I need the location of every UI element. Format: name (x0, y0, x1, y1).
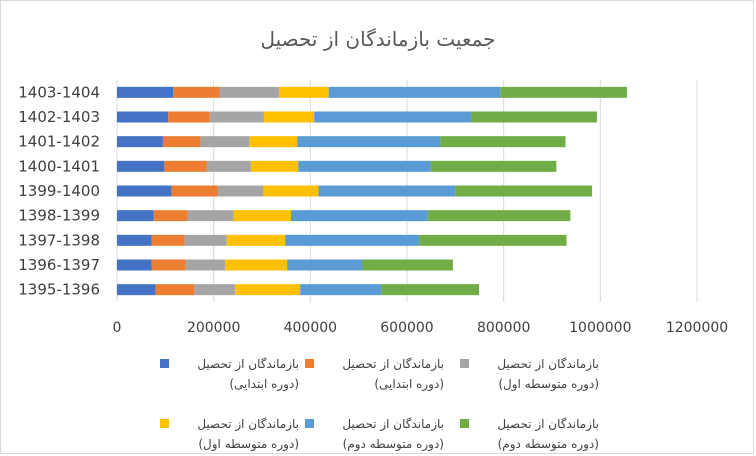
bar-segment (171, 185, 218, 197)
bar-segment (117, 234, 152, 246)
legend-label: بازماندگان از تحصیل (دوره متوسطه دوم) (342, 417, 444, 452)
legend-label: بازماندگان از تحصیل (دوره متوسطه اول) (197, 417, 299, 452)
bar-segment (263, 185, 319, 197)
bar-segment (263, 111, 315, 123)
category-labels: 1395-1396 1396-1397 1397-1398 1398-1399 1399… (18, 83, 100, 298)
bar-segment (300, 284, 382, 296)
x-tick-label: 600000 (380, 320, 433, 336)
bars (117, 86, 627, 296)
legend-swatch (160, 419, 169, 428)
bar-segment (173, 86, 220, 98)
x-tick-label: 800000 (477, 320, 530, 336)
bar-segment (298, 160, 431, 172)
category-label: 1400-1401 (18, 157, 100, 175)
bar-segment (206, 160, 251, 172)
bar-segment (470, 111, 597, 123)
category-label: 1395-1396 (18, 281, 100, 299)
bar-segment (440, 136, 566, 148)
bar-segment (164, 160, 207, 172)
bar-segment (117, 111, 169, 123)
bar-segment (217, 185, 264, 197)
x-tick-label: 0 (113, 320, 122, 336)
bar-segment (362, 259, 453, 271)
bar-segment (285, 234, 420, 246)
bar-segment (184, 234, 227, 246)
bar-segment (314, 111, 471, 123)
bar-segment (233, 210, 291, 222)
bar-segment (117, 210, 154, 222)
bar-segment (153, 210, 188, 222)
bar-segment (500, 86, 627, 98)
category-label: 1398-1399 (18, 207, 100, 225)
bar-segment (226, 234, 286, 246)
bar-segment (117, 284, 156, 296)
bar-segment (151, 234, 185, 246)
bar-segment (318, 185, 456, 197)
category-label: 1396-1397 (18, 256, 100, 274)
bar-segment (117, 136, 163, 148)
x-tick-label: 400000 (284, 320, 337, 336)
chart-title: جمعیت بازماندگان از تحصیل (260, 27, 495, 51)
legend-label: بازماندگان از تحصیل (دوره متوسطه دوم) (497, 417, 599, 452)
bar-segment (328, 86, 501, 98)
category-label: 1402-1403 (18, 108, 100, 126)
bar-segment (455, 185, 593, 197)
bar-segment (219, 86, 279, 98)
bar-segment (427, 210, 571, 222)
bar-segment (117, 185, 172, 197)
legend-swatch (460, 359, 469, 368)
x-tick-label: 200000 (187, 320, 240, 336)
category-label: 1397-1398 (18, 231, 100, 249)
bar-segment (117, 259, 152, 271)
bar-segment (287, 259, 363, 271)
x-tick-label: 1200000 (666, 320, 728, 336)
bar-segment (250, 160, 299, 172)
category-label: 1401-1402 (18, 133, 100, 151)
legend-swatch (305, 359, 314, 368)
x-tick-label: 1000000 (569, 320, 631, 336)
legend-label: بازماندگان از تحصیل (دوره متوسطه اول) (497, 357, 599, 392)
legend-label: بازماندگان از تحصیل (دوره ابتدایی) (342, 357, 444, 392)
bar-segment (249, 136, 298, 148)
bar-segment (225, 259, 288, 271)
bar-segment (419, 234, 567, 246)
bar-segment (234, 284, 301, 296)
bar-segment (297, 136, 441, 148)
bar-segment (278, 86, 329, 98)
category-label: 1399-1400 (18, 182, 100, 200)
bar-segment (187, 210, 234, 222)
bar-segment (194, 284, 235, 296)
bar-segment (200, 136, 250, 148)
bar-segment (117, 160, 165, 172)
bar-segment (291, 210, 428, 222)
bar-segment (151, 259, 186, 271)
bar-segment (155, 284, 195, 296)
x-axis-ticks: 0 200000 400000 600000 800000 1000000 1200000 (113, 320, 729, 336)
category-label: 1403-1404 (18, 83, 100, 101)
legend-swatch (460, 419, 469, 428)
bar-segment (430, 160, 557, 172)
legend: بازماندگان از تحصیل (دوره ابتدایی) بازماند… (160, 357, 599, 452)
bar-segment (209, 111, 264, 123)
legend-swatch (305, 419, 314, 428)
legend-label: بازماندگان از تحصیل (دوره ابتدایی) (197, 357, 299, 392)
legend-swatch (160, 359, 169, 368)
bar-segment (381, 284, 480, 296)
bar-segment (162, 136, 201, 148)
bar-segment (168, 111, 210, 123)
bar-segment (117, 86, 174, 98)
bar-segment (185, 259, 226, 271)
